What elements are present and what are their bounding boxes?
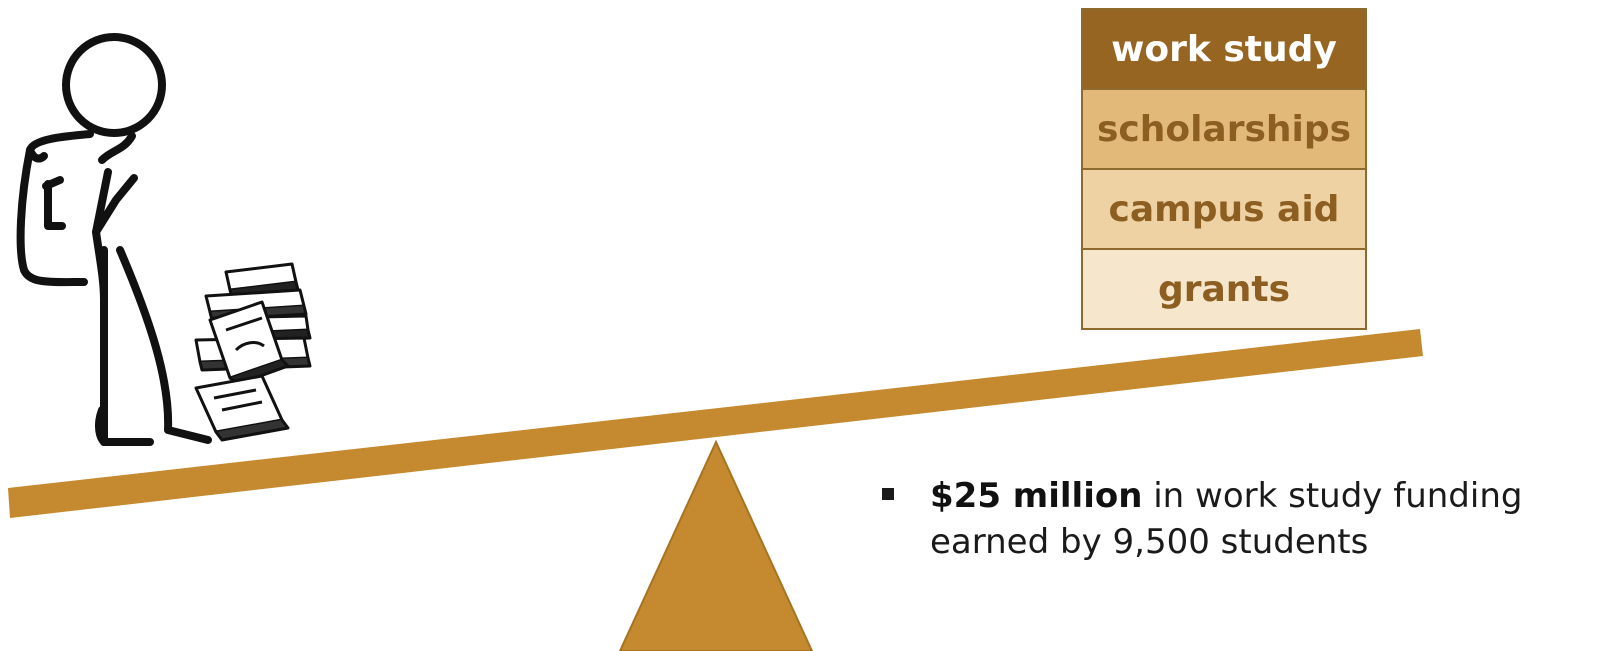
seesaw-plank [8,329,1423,518]
seesaw-fulcrum [618,439,814,651]
bullet-rest-text: in work study funding earned by 9,500 st… [930,476,1523,562]
book-stack-icon [194,262,312,442]
aid-box-grants: grants [1081,250,1367,330]
stick-figure-student-icon [16,33,212,446]
bullet-marker-icon [882,488,894,500]
aid-stack: work study scholarships campus aid grant… [1081,8,1367,330]
aid-box-scholarships: scholarships [1081,90,1367,170]
bullet-strong-text: $25 million [930,476,1143,516]
aid-box-campus-aid: campus aid [1081,170,1367,250]
aid-box-work-study: work study [1081,8,1367,90]
aid-label-scholarships: scholarships [1096,108,1352,150]
aid-label-work-study: work study [1111,28,1337,70]
bullet-text: $25 million in work study funding earned… [930,473,1597,565]
work-study-bullet: $25 million in work study funding earned… [882,473,1597,565]
aid-label-grants: grants [1157,268,1291,310]
aid-label-campus-aid: campus aid [1108,188,1340,230]
